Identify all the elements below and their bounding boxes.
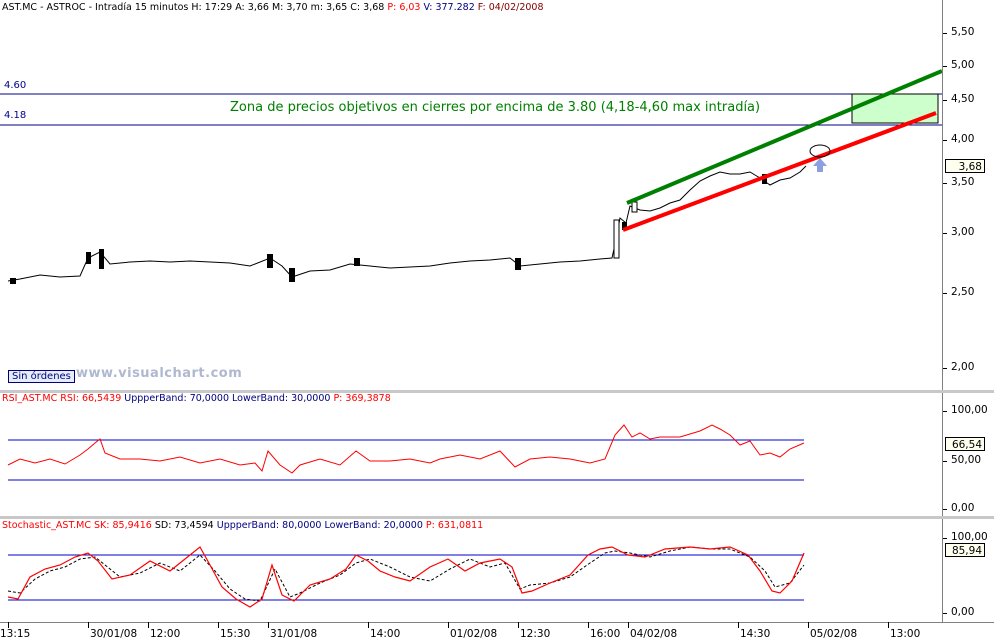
candle	[515, 258, 521, 270]
hline-top-label: 4.60	[4, 80, 27, 91]
candle	[622, 222, 627, 230]
candle	[354, 258, 360, 266]
x-tick-label: 14:00	[370, 628, 401, 640]
y-tick: 3,00	[951, 226, 975, 238]
y-tick: 2,50	[951, 286, 975, 298]
price-header: AST.MC - ASTROC - Intradía 15 minutos H:…	[2, 2, 544, 13]
candle	[10, 278, 16, 284]
panel-separator[interactable]	[0, 390, 994, 393]
price-line	[7, 165, 807, 282]
rsi-panel[interactable]	[0, 393, 942, 516]
x-tick-label: 13:00	[890, 628, 921, 640]
y-tick: 0,00	[951, 502, 975, 514]
green-trendline	[626, 69, 942, 205]
x-tick-label: 15:30	[220, 628, 251, 640]
y-tick: 2,00	[951, 361, 975, 373]
stoch-chart-svg	[7, 546, 805, 608]
watermark: www.visualchart.com	[76, 366, 243, 381]
x-tick-label: 05/02/08	[810, 628, 858, 640]
stoch-last-box: 85,94	[945, 543, 985, 557]
rsi-header: RSI_AST.MC RSI: 66,5439 UppperBand: 70,0…	[2, 393, 391, 404]
hline-bottom-label: 4.18	[4, 110, 27, 121]
rsi-line	[7, 424, 805, 474]
red-trendline	[622, 111, 937, 232]
price-y-axis: 5,50 5,00 4,50 4,00 3,50 3,00 2,50 2,00 …	[942, 0, 994, 390]
price-chart-svg	[0, 69, 942, 284]
x-tick-label: 04/02/08	[630, 628, 678, 640]
rsi-chart-svg	[7, 424, 805, 481]
candle	[99, 249, 104, 269]
y-tick: 50,00	[951, 454, 982, 466]
x-tick-label: 14:30	[740, 628, 771, 640]
rsi-last-box: 66,54	[945, 437, 985, 451]
x-axis	[0, 622, 994, 643]
candle	[267, 254, 273, 268]
panel-separator[interactable]	[0, 516, 994, 519]
x-tick-label: 13:15	[0, 628, 31, 640]
x-tick-label: 16:00	[590, 628, 621, 640]
y-tick: 3,50	[951, 176, 975, 188]
x-tick-label: 31/01/08	[270, 628, 318, 640]
rsi-y-axis: 100,00 50,00 0,00 66,54	[942, 393, 994, 516]
y-tick: 100,00	[951, 404, 988, 416]
zone-annotation: Zona de precios objetivos en cierres por…	[230, 100, 761, 115]
highlight-ellipse	[809, 144, 831, 158]
last-price-box: 3,68	[945, 159, 985, 173]
stoch-sd-line	[7, 546, 805, 602]
stoch-panel[interactable]	[0, 519, 942, 622]
price-panel[interactable]	[0, 0, 942, 390]
x-tick-label: 12:30	[520, 628, 551, 640]
sin-ordenes-button[interactable]: Sin órdenes	[8, 370, 75, 383]
y-tick: 4,00	[951, 133, 975, 145]
candle	[86, 252, 91, 264]
y-tick: 5,50	[951, 26, 975, 38]
y-tick: 0,00	[951, 606, 975, 618]
x-tick-label: 12:00	[150, 628, 181, 640]
up-arrow-icon	[813, 158, 827, 172]
y-tick: 5,00	[951, 59, 975, 71]
y-tick: 100,00	[951, 531, 988, 543]
x-tick-label: 01/02/08	[450, 628, 498, 640]
y-tick: 4,50	[951, 93, 975, 105]
stoch-sk-line	[7, 546, 805, 608]
candle	[631, 201, 638, 213]
candle	[289, 268, 295, 282]
x-tick-label: 30/01/08	[90, 628, 138, 640]
stoch-y-axis: 100,00 0,00 85,94	[942, 519, 994, 622]
stoch-header: Stochastic_AST.MC SK: 85,9416 SD: 73,459…	[2, 520, 484, 531]
candle	[613, 219, 620, 259]
